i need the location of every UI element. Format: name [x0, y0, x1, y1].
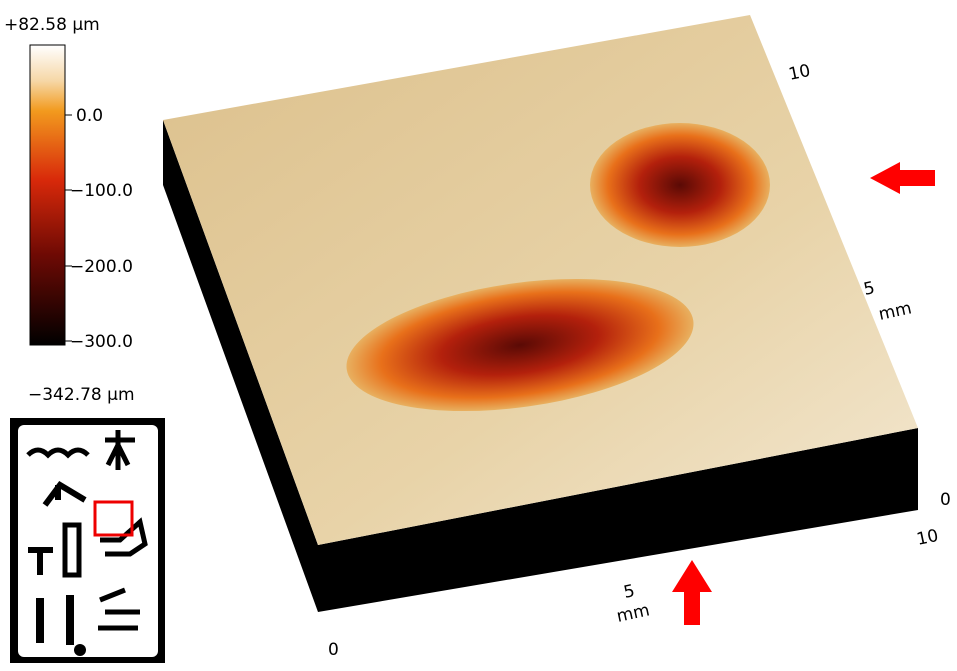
surface-block — [163, 15, 918, 612]
colorbar-gradient — [30, 45, 65, 345]
y-axis-end: 10 — [787, 61, 812, 85]
pit-small — [590, 123, 770, 247]
figure: +82.58 µm 0.0 −100.0 −200.0 −300.0 −342.… — [0, 0, 957, 667]
page: {"colorbar": {"max_label": "+82.58 µm", … — [0, 0, 957, 667]
colorbar-tick: −300.0 — [70, 332, 133, 352]
x-axis-mid: 5 — [622, 581, 637, 603]
y-axis-unit: mm — [877, 298, 914, 324]
x-axis-start: 0 — [328, 640, 339, 660]
colorbar-tick: −100.0 — [70, 181, 133, 201]
arrow-right — [870, 162, 935, 194]
colorbar-tick: 0.0 — [76, 106, 103, 126]
colorbar-tick: −200.0 — [70, 257, 133, 277]
inset — [10, 418, 165, 663]
x-axis-unit: mm — [615, 600, 652, 626]
colorbar-max: +82.58 µm — [4, 15, 100, 35]
colorbar: +82.58 µm 0.0 −100.0 −200.0 −300.0 −342.… — [4, 15, 135, 405]
y-axis-start: 0 — [940, 490, 951, 510]
colorbar-min: −342.78 µm — [28, 385, 135, 405]
arrow-bottom — [672, 560, 712, 625]
x-axis-end: 10 — [915, 526, 940, 550]
